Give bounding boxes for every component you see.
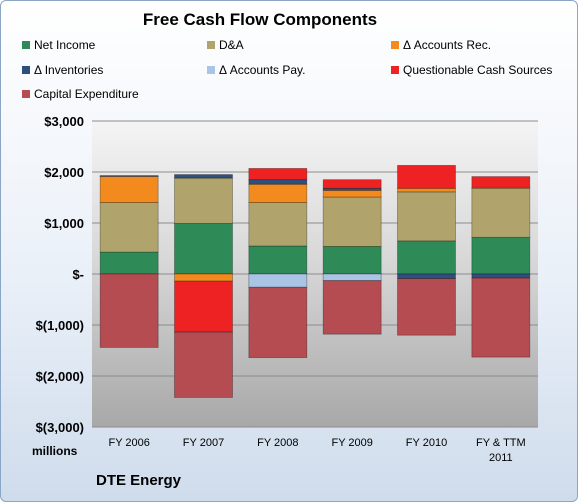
legend-swatch <box>207 65 215 74</box>
chart-title: Free Cash Flow Components <box>142 10 378 29</box>
bar-segment <box>397 273 456 279</box>
bar-segment <box>471 277 531 358</box>
x-tick-label: FY 2010 <box>406 437 447 449</box>
units-label: millions <box>32 444 78 458</box>
y-tick-label: $(3,000) <box>36 420 84 435</box>
y-tick-label: $- <box>72 267 84 282</box>
legend-swatch <box>22 89 30 98</box>
legend-item-accounts-rec: Δ Accounts Rec. <box>391 37 491 53</box>
bar-segment <box>248 273 308 288</box>
x-tick-label: 2011 <box>489 452 513 464</box>
x-tick-label: FY 2006 <box>108 437 149 449</box>
bar-segment <box>397 187 456 193</box>
bar-segment <box>397 278 456 336</box>
bar-segment <box>174 223 233 275</box>
bar-segment <box>99 273 159 348</box>
y-tick-label: $(1,000) <box>36 318 84 333</box>
x-tick-label: FY 2008 <box>257 437 298 449</box>
bar-segment <box>174 177 233 224</box>
bar-segment <box>248 183 308 204</box>
bar-segment <box>471 236 531 275</box>
y-tick-label: $(2,000) <box>36 369 84 384</box>
bar-segment <box>248 245 308 275</box>
legend-swatch <box>22 40 30 49</box>
company-name: DTE Energy <box>96 472 182 489</box>
bar-segment <box>322 246 382 275</box>
bar-segment <box>322 187 382 191</box>
bar-segment <box>471 273 531 279</box>
bar-segment <box>322 273 382 282</box>
bar-segment <box>471 187 531 238</box>
legend-swatch <box>391 40 399 49</box>
bar-segment <box>397 191 456 242</box>
x-tick-label: FY & TTM <box>476 437 526 449</box>
bar-segment <box>248 286 308 359</box>
legend-swatch <box>207 40 215 49</box>
bar-segment <box>174 273 233 282</box>
bar-segment <box>397 164 456 189</box>
legend-swatch <box>22 65 30 74</box>
bar-segment <box>471 176 531 188</box>
bar-segment <box>322 196 382 247</box>
legend-item-net-income: Net Income <box>22 37 95 53</box>
y-tick-label: $3,000 <box>44 114 84 129</box>
x-tick-label: FY 2007 <box>183 437 224 449</box>
bar-segment <box>99 251 159 275</box>
bar-segment <box>99 175 159 204</box>
legend-item-accounts-pay: Δ Accounts Pay. <box>207 62 306 78</box>
bar-segment <box>322 280 382 335</box>
legend-swatch <box>391 65 399 74</box>
y-tick-label: $2,000 <box>44 165 84 180</box>
bar-segment <box>322 179 382 189</box>
bar-segment <box>99 202 159 253</box>
legend-item-da: D&A <box>207 37 244 53</box>
bar-segment <box>322 189 382 198</box>
bar-segment <box>174 331 233 398</box>
bar-segment <box>174 174 233 179</box>
bar-segment <box>174 280 233 333</box>
bar-segment <box>99 175 159 177</box>
legend-item-capital-expenditure: Capital Expenditure <box>22 86 139 102</box>
bar-segment <box>248 179 308 185</box>
bar-segment <box>248 202 308 247</box>
legend-item-questionable-cash: Questionable Cash Sources <box>391 62 552 78</box>
x-tick-label: FY 2009 <box>331 437 372 449</box>
y-tick-label: $1,000 <box>44 216 84 231</box>
bar-segment <box>248 168 308 181</box>
legend-item-inventories: Δ Inventories <box>22 62 103 78</box>
bar-segment <box>397 240 456 275</box>
